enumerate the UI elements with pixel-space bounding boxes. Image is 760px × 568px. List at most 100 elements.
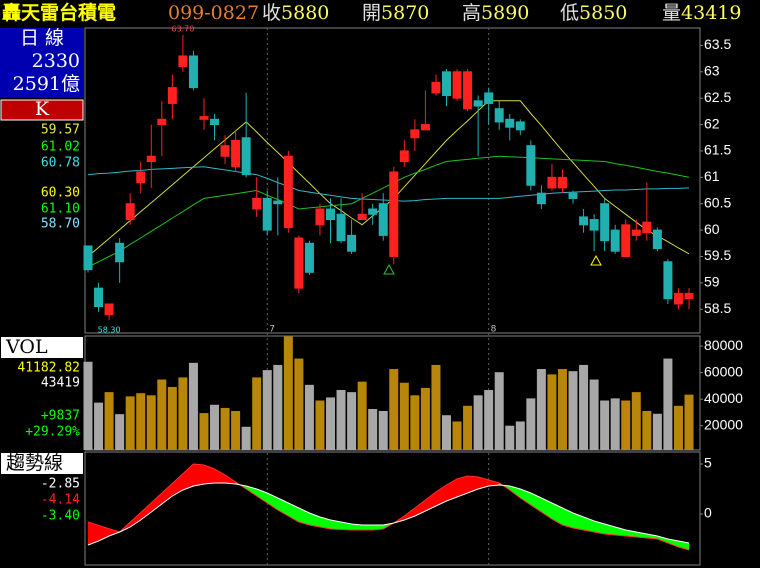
quote: 量43419 [662,2,741,24]
candle-body [568,192,578,199]
trend-line [87,463,690,551]
y-tick-label: 61 [704,168,720,184]
trend-label: 趨勢線 [6,452,63,474]
quote-value: 5870 [381,2,429,24]
candle-body [505,118,515,128]
trend-frame [84,451,701,566]
candle-body [347,234,357,252]
quote-label: 量 [662,2,681,24]
y-tick-label: 80000 [704,337,743,353]
volume-bar [463,405,473,450]
volume-bar [220,407,230,450]
candle-body [368,208,378,215]
volume-bar [452,421,462,450]
candle-body [94,287,104,308]
period: 日 線 [20,27,64,49]
quote-value: 5890 [481,2,529,24]
volume-bar [347,392,357,450]
candle-body [231,139,241,168]
k-label: K [35,98,50,120]
quote-label: 收 [262,2,281,24]
candle-body [241,137,251,176]
header: 轟天雷台積電 099-0827 收5880 開5870 高5890 低5850 … [2,1,741,24]
trend-box [1,453,83,474]
side-value: 41182.82 [17,361,80,376]
candle-body [167,87,177,104]
y-tick-label: 61.5 [704,142,731,158]
date: 099-0827 [168,2,259,24]
candle-body [210,118,220,126]
side-value: +29.29% [25,425,80,440]
volume-bar [579,364,589,450]
volume-bar [600,400,610,450]
volume-bar [231,410,241,450]
volume-bar [167,386,177,450]
annotation: 63.70 [171,24,194,33]
candle-body [515,121,525,131]
volume-bar [441,415,451,450]
volume-bar [136,393,146,450]
volume-bar [515,421,525,450]
info-box [0,28,84,98]
volume-bar [389,369,399,450]
candle-body [146,155,156,163]
candle-body [663,261,673,300]
candle-body [315,208,325,226]
candle-body [188,55,198,89]
volume-bar [368,408,378,450]
volume-bar [294,358,304,450]
candle-body [104,303,114,316]
trend-fill [193,463,205,487]
candle-body [125,203,135,221]
volume-bar [157,379,167,450]
candle-body [252,197,262,210]
volume-bar [673,405,683,450]
annotation: 58.30 [98,325,121,334]
side-value: -3.40 [41,509,80,524]
vol-label: VOL [5,336,48,358]
volume-bar [378,410,388,450]
y-tick-label: 40000 [704,390,743,406]
candle-body [410,129,420,139]
candle-body [579,216,589,226]
quote-value: 5880 [281,2,329,24]
volume-bar [621,400,631,450]
candle-body [463,71,473,110]
candle-body [304,242,314,273]
volume-bar [199,413,209,450]
candle-body [357,213,367,221]
volume-bar [610,398,620,450]
candle-body [326,208,336,221]
quote: 高5890 [462,2,529,24]
candle-body [178,55,188,68]
volume-bar [420,387,430,450]
candle-body [642,221,652,234]
quote-label: 低 [560,2,579,24]
side-value: +9837 [41,409,80,424]
volume-bar [188,362,198,450]
y-tick-label: 5 [704,455,712,471]
volume-bar [210,404,220,450]
side-value: -4.14 [41,493,80,508]
volume-bar [568,371,578,450]
candle-body [536,192,546,205]
volume-bar [94,402,104,450]
candle-body [199,116,209,120]
candle-body [621,224,631,257]
volume-bar [652,413,662,450]
candle-body [652,229,662,250]
candle-body [452,71,462,99]
volume-bar [663,358,673,450]
candle-body [610,229,620,252]
volume-bar [252,377,262,450]
y-tick-label: 60.5 [704,194,731,210]
quote-value: 5850 [579,2,627,24]
y-tick-label: 63.5 [704,36,731,52]
side-value: 61.02 [41,140,80,155]
side-value: 43419 [41,376,80,391]
quote-label: 開 [362,2,381,24]
sidebar: 日 線 2330 2591億 K VOL 趨勢線 [0,27,84,474]
volume-bar [283,336,293,450]
volume-bar [536,369,546,450]
month-label: 7 [269,325,275,335]
